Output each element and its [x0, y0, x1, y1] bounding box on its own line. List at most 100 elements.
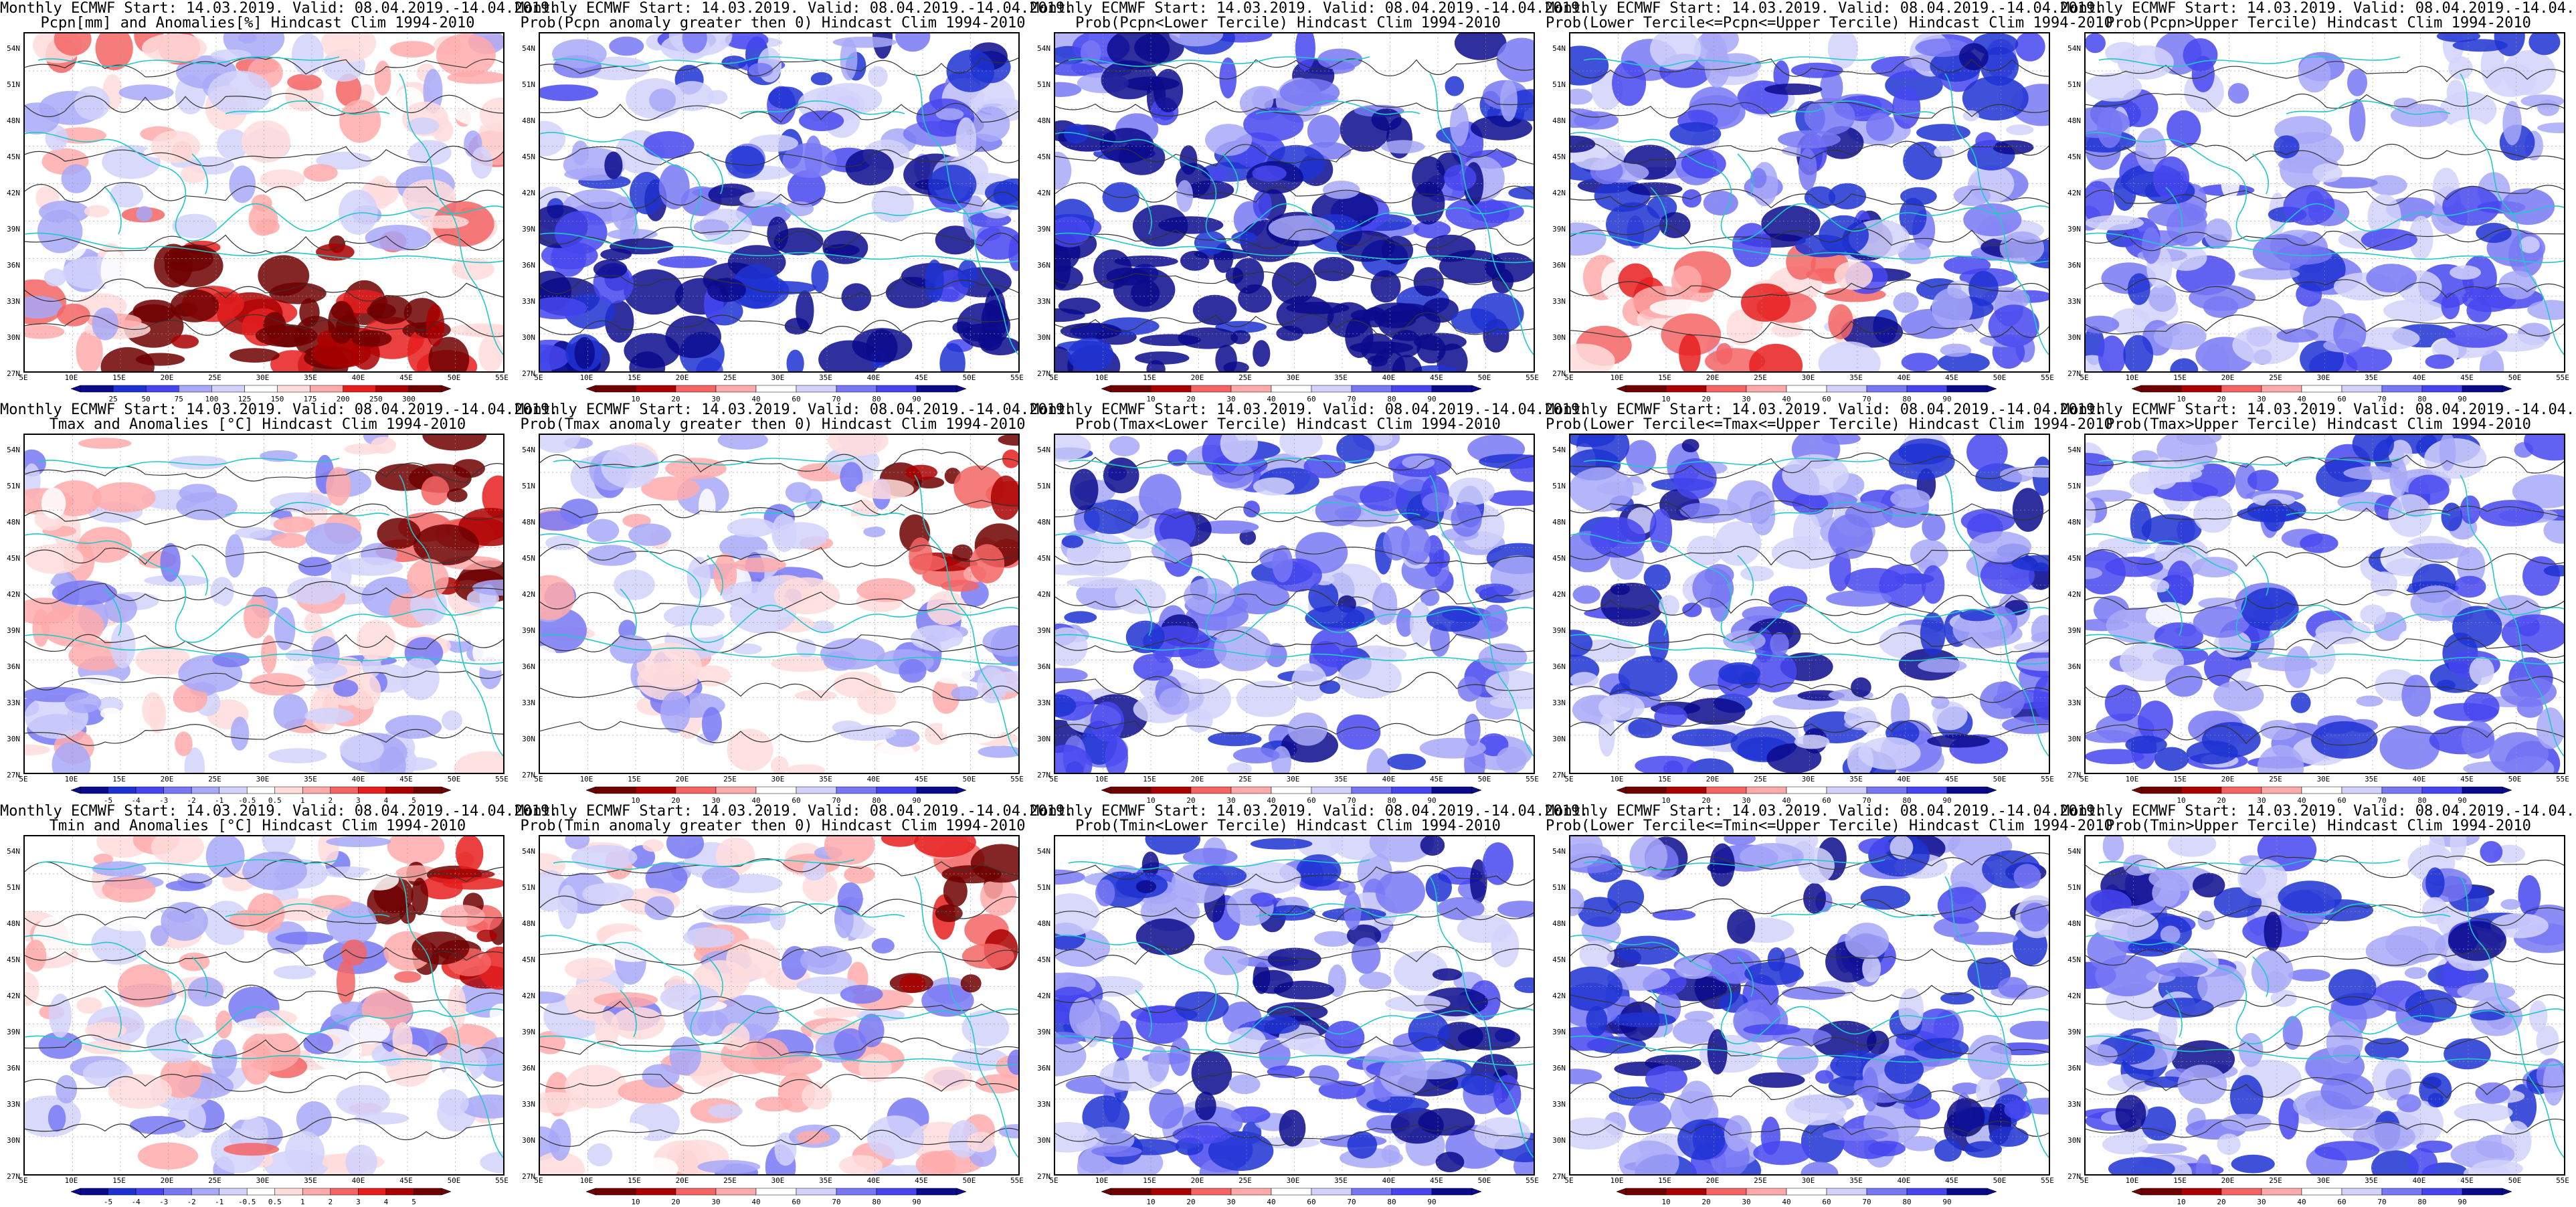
colorbar-swatch: [916, 385, 957, 393]
colorbar-swatch: [1150, 385, 1192, 393]
colorbar-swatch: [755, 1188, 797, 1196]
isoline: [25, 57, 503, 78]
coastline: [37, 56, 340, 68]
lat-tick-label: 48N: [522, 518, 535, 527]
field-patch: [1629, 1100, 1671, 1133]
lat-tick-label: 33N: [7, 699, 20, 707]
field-patch: [1610, 583, 1631, 595]
panel-0: Monthly ECMWF Start: 14.03.2019. Valid: …: [0, 0, 558, 404]
field-patch: [2390, 104, 2449, 127]
field-patch: [697, 1159, 761, 1174]
colorbar-tick-label: 80: [1387, 796, 1396, 805]
colorbar-swatch: [675, 1188, 717, 1196]
coastline: [553, 859, 855, 870]
isoline: [1055, 182, 1534, 203]
lon-tick-label: 5E: [1564, 775, 1574, 783]
field-patch: [1153, 69, 1184, 112]
field-patch: [2009, 1020, 2049, 1040]
isoline: [2086, 637, 2564, 658]
isoline: [2086, 185, 2564, 206]
coastline: [37, 859, 340, 870]
field-patch: [1819, 215, 1869, 256]
field-patch: [2439, 435, 2456, 471]
field-patch: [1351, 937, 1381, 974]
field-patch: [1464, 713, 1481, 746]
field-patch: [242, 851, 307, 891]
colorbar-swatch: [2221, 1188, 2262, 1196]
coastline: [104, 153, 209, 235]
lat-tick-label: 51N: [1552, 482, 1566, 490]
field-patch: [1435, 1151, 1465, 1173]
field-patch: [1652, 909, 1696, 921]
lat-tick-label: 30N: [522, 333, 535, 342]
field-patch: [270, 350, 314, 371]
field-patch: [1962, 76, 2029, 121]
field-patch: [2349, 98, 2366, 142]
lat-tick-label: 45N: [1037, 955, 1050, 964]
colorbar-tick-label: 80: [872, 1198, 881, 1206]
field-patch: [247, 893, 285, 933]
isoline: [25, 278, 503, 302]
field-patch: [2217, 1133, 2241, 1155]
lat-tick-label: 54N: [7, 44, 20, 53]
lon-tick-label: 15E: [1143, 373, 1156, 382]
field-patch: [1997, 680, 2014, 709]
field-patch: [686, 557, 711, 599]
colorbar-swatch: [1946, 385, 1988, 393]
field-patch: [1867, 1141, 1906, 1157]
isoline: [25, 984, 503, 1007]
coastline: [1255, 903, 1420, 918]
coastline: [2098, 859, 2401, 870]
field-patch: [660, 691, 691, 733]
field-patch: [1570, 343, 1615, 371]
colorbar-tick-label: 70: [2377, 1198, 2386, 1206]
field-patch: [828, 435, 889, 456]
field-patch: [1183, 848, 1238, 866]
field-patch: [290, 984, 345, 1018]
colorbar-tick-label: 70: [1347, 395, 1356, 403]
lat-tick-label: 48N: [7, 919, 20, 928]
colorbar-tick-label: 80: [1387, 1198, 1396, 1206]
field-patch: [1884, 1055, 1924, 1085]
colorbar-tick-label: 30: [1742, 395, 1750, 403]
field-patch: [921, 984, 974, 1017]
field-patch: [1208, 167, 1227, 183]
lat-tick-label: 51N: [1037, 482, 1050, 490]
field-patch: [2155, 962, 2208, 977]
lat-tick-label: 39N: [2067, 1028, 2081, 1036]
isoline: [25, 581, 503, 604]
field-patch: [1586, 1006, 1608, 1036]
field-patch: [1570, 222, 1606, 256]
lat-tick-label: 36N: [522, 662, 535, 671]
colorbar: 10 20 30 40 60 70 80 90: [1616, 786, 1997, 805]
field-patch: [25, 744, 51, 756]
lon-tick-label: 40E: [351, 775, 365, 783]
colorbar-swatch: [163, 1188, 192, 1196]
field-patch: [1865, 112, 1894, 141]
field-patch: [1921, 565, 1945, 604]
field-patch: [771, 513, 797, 552]
lat-tick-label: 45N: [1552, 955, 1566, 964]
isoline: [1055, 630, 1534, 653]
colorbar-tick-label: -4: [131, 796, 141, 805]
field-patch: [899, 974, 926, 993]
coastline: [914, 876, 1018, 1158]
field-patch: [1067, 337, 1114, 371]
field-patch: [667, 625, 725, 638]
field-patch: [320, 33, 377, 62]
lon-tick-label: 15E: [112, 1176, 126, 1185]
field-patch: [151, 836, 204, 865]
lon-tick-label: 40E: [351, 373, 365, 382]
map-area: [539, 434, 1020, 774]
field-patch: [2452, 606, 2502, 648]
lon-tick-label: 45E: [399, 373, 413, 382]
field-patch: [727, 518, 776, 537]
field-patch: [426, 304, 445, 347]
field-patch: [2138, 858, 2158, 874]
colorbar-end-arrow: [1987, 1188, 1997, 1196]
field-patch: [1368, 302, 1422, 323]
field-patch: [1239, 529, 1257, 545]
lat-tick-label: 45N: [522, 153, 535, 161]
colorbar-tick-label: 30: [2257, 1198, 2266, 1206]
field-patch: [2195, 1154, 2213, 1174]
